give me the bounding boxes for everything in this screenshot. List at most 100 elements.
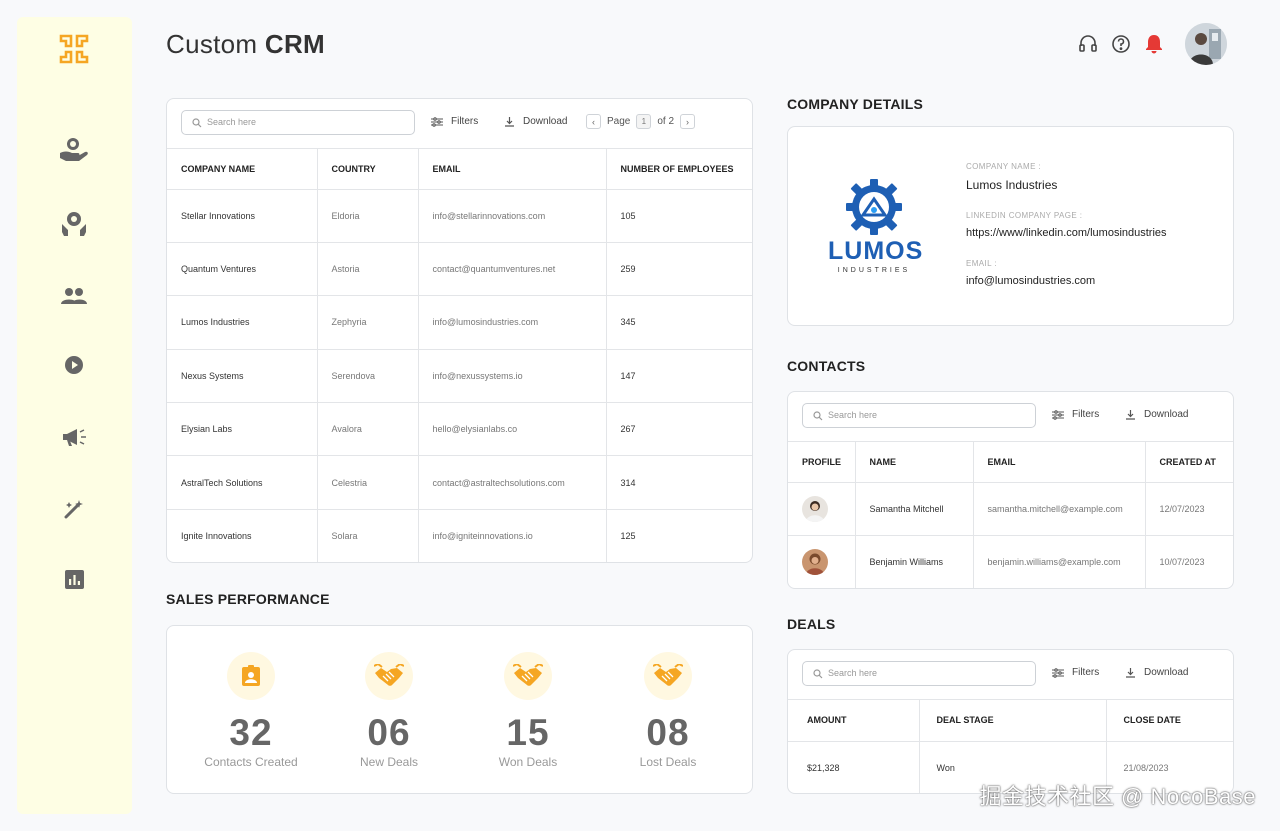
linkedin-label: LINKEDIN COMPANY PAGE : [966,211,1083,220]
company-details-card: LUMOS INDUSTRIES COMPANY NAME : Lumos In… [787,126,1234,326]
table-row[interactable]: Ignite Innovations Solara info@igniteinn… [167,509,752,562]
country-cell: Eldoria [317,189,419,243]
table-row[interactable]: Stellar Innovations Eldoria info@stellar… [167,189,752,243]
contacts-search-input[interactable]: Search here [802,403,1036,428]
table-row[interactable]: Lumos Industries Zephyria info@lumosindu… [167,295,752,350]
email-link[interactable]: info@lumosindustries.com [966,275,1096,287]
companies-search-input[interactable]: Search here [181,110,415,135]
table-row[interactable]: Elysian Labs Avalora hello@elysianlabs.c… [167,402,752,457]
logo-wordmark: LUMOS [828,237,924,265]
play-circle-icon [65,356,83,374]
contact-name-cell: Benjamin Williams [855,535,974,588]
table-row[interactable]: Quantum Ventures Astoria contact@quantum… [167,242,752,297]
table-row[interactable]: Benjamin Williams benjamin.williams@exam… [788,535,1233,588]
download-icon [505,117,514,127]
deals-search-input[interactable]: Search here [802,661,1036,686]
column-header[interactable]: NUMBER OF EMPLOYEES [606,149,752,190]
companies-filters-button[interactable]: Filters [431,116,478,127]
contacts-filters-button[interactable]: Filters [1052,409,1099,420]
filters-icon [1052,667,1064,678]
stat-label: New Deals [359,755,419,769]
notifications-button[interactable] [1143,33,1165,55]
sidebar-item-tools[interactable] [57,492,91,526]
column-header[interactable]: NAME [855,442,974,483]
amount-cell: $21,328 [788,741,920,793]
linkedin-link[interactable]: https://www/linkedin.com/lumosindustries [966,227,1167,239]
contacts-download-button[interactable]: Download [1125,409,1188,420]
column-header[interactable]: PROFILE [788,442,856,483]
avatar-photo-icon [1185,23,1227,65]
sidebar-item-users[interactable] [57,279,91,313]
email-cell: info@nexussystems.io [418,349,607,404]
stat-label: Won Deals [498,755,558,769]
employees-cell: 147 [606,349,752,404]
table-row[interactable]: AstralTech Solutions Celestria contact@a… [167,455,752,510]
companies-download-button[interactable]: Download [504,116,567,127]
gear-logo-icon [846,179,902,235]
profile-cell [788,535,856,588]
column-header[interactable]: AMOUNT [788,700,920,742]
app-logo-icon[interactable] [58,33,90,65]
email-label: EMAIL : [966,259,997,268]
deals-card: Search here Filters Download AMOUNT DEAL… [787,649,1234,794]
support-button[interactable] [1077,33,1099,55]
column-header[interactable]: CREATED AT [1145,442,1233,483]
stat-label: Lost Deals [639,755,697,769]
deals-download-button[interactable]: Download [1125,667,1188,678]
stat-value: 08 [646,712,690,753]
company-name-value: Lumos Industries [966,178,1058,192]
company-name-cell: Nexus Systems [167,349,318,404]
company-name-cell: AstralTech Solutions [167,455,318,510]
column-header[interactable]: COUNTRY [317,149,419,190]
prev-page-button[interactable]: ‹ [586,114,601,129]
deals-toolbar: Search here Filters Download [788,650,1233,700]
table-row[interactable]: Nexus Systems Serendova info@nexussystem… [167,349,752,404]
search-icon [813,411,823,421]
company-details-title: COMPANY DETAILS [787,96,924,112]
deals-section-title: DEALS [787,616,836,632]
sidebar-item-media[interactable] [57,348,91,382]
sidebar-item-settings[interactable] [57,207,91,241]
stat-label: Contacts Created [204,755,298,769]
column-header[interactable]: DEAL STAGE [919,700,1107,742]
sidebar-item-reports[interactable] [57,562,91,596]
next-page-button[interactable]: › [680,114,696,129]
gear-hand-icon [62,212,86,236]
contacts-section-title: CONTACTS [787,358,866,374]
company-name-cell: Ignite Innovations [167,509,318,562]
handshake-icon [504,652,552,700]
column-header[interactable]: CLOSE DATE [1106,700,1233,742]
companies-pagination: ‹ Page 1 of 2 › [586,114,696,129]
page-number-input[interactable]: 1 [636,114,652,129]
created-at-cell: 10/07/2023 [1159,556,1205,567]
email-cell: info@lumosindustries.com [418,295,607,350]
employees-cell: 314 [606,455,752,510]
companies-toolbar: Search here Filters Download ‹ Page 1 of… [167,99,752,149]
stat-value: 15 [506,712,550,753]
country-cell: Solara [317,509,419,562]
company-name-cell: Quantum Ventures [167,242,318,297]
deals-filters-button[interactable]: Filters [1052,667,1099,678]
help-button[interactable] [1110,33,1132,55]
contacts-header-row: PROFILE NAME EMAIL CREATED AT [788,442,1233,483]
sidebar-item-finance[interactable] [57,133,91,167]
users-icon [61,288,87,304]
sidebar-item-campaigns[interactable] [57,420,91,454]
user-avatar[interactable] [1185,23,1227,65]
column-header[interactable]: EMAIL [418,149,607,190]
table-row[interactable]: Samantha Mitchell samantha.mitchell@exam… [788,482,1233,536]
handshake-icon [365,652,413,700]
table-row[interactable]: $21,328 Won 21/08/2023 [788,741,1233,793]
email-cell: samantha.mitchell@example.com [973,482,1146,536]
logo-subtitle: INDUSTRIES [837,267,911,274]
employees-cell: 125 [620,531,636,542]
companies-table: COMPANY NAME COUNTRY EMAIL NUMBER OF EMP… [167,149,752,562]
column-header[interactable]: EMAIL [973,442,1146,483]
sidebar [17,17,132,814]
bell-icon [1146,35,1162,54]
avatar [802,495,828,522]
deals-header-row: AMOUNT DEAL STAGE CLOSE DATE [788,700,1233,742]
sales-card: 32 Contacts Created 06 New Deals 15 Won … [166,625,753,794]
avatar [802,548,828,575]
column-header[interactable]: COMPANY NAME [167,149,318,190]
